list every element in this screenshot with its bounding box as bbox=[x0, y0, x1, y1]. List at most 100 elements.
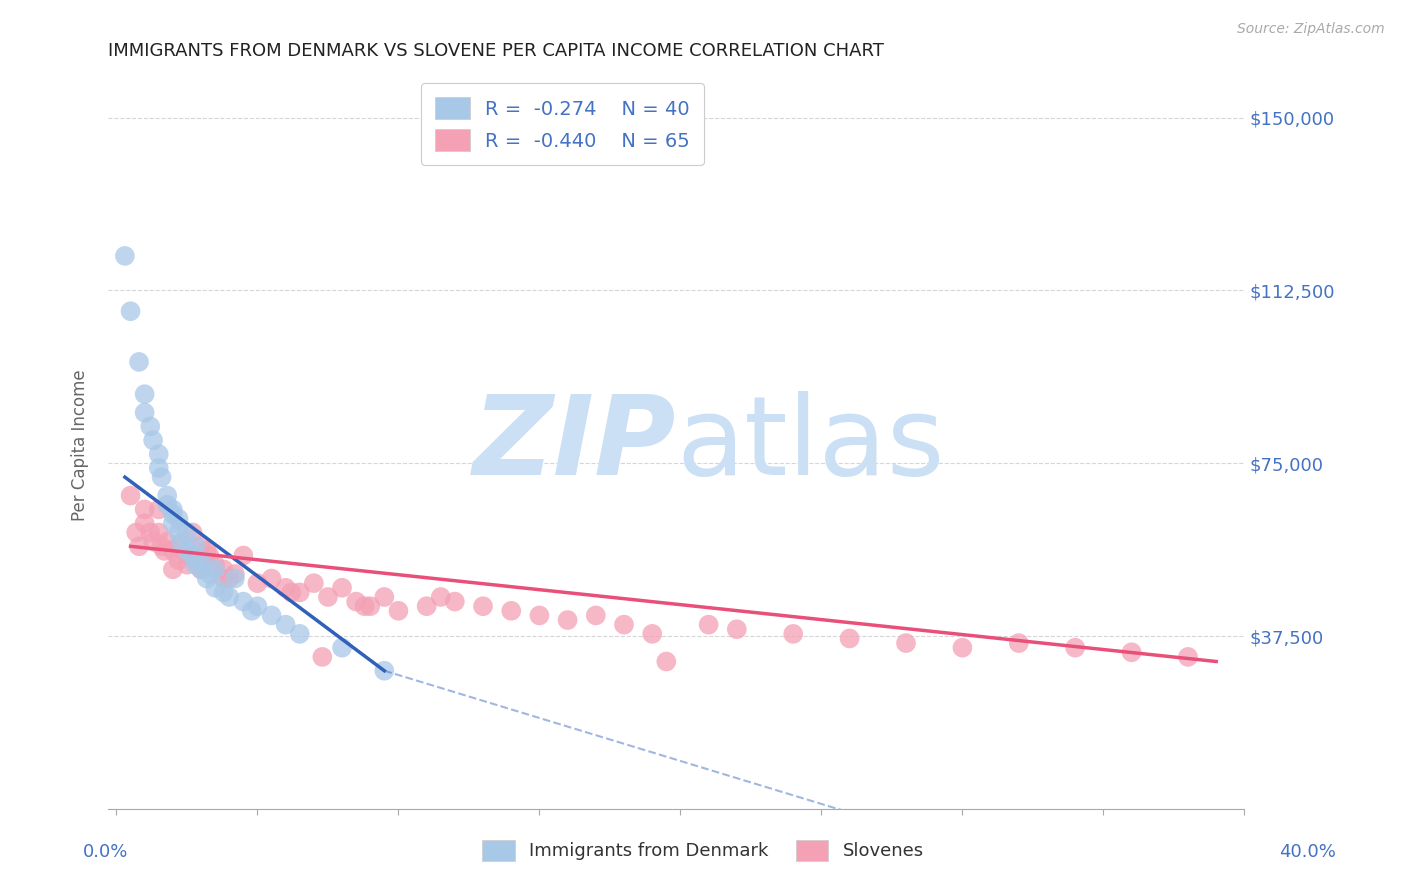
Point bbox=[232, 549, 254, 563]
Point bbox=[139, 419, 162, 434]
Legend: Immigrants from Denmark, Slovenes: Immigrants from Denmark, Slovenes bbox=[474, 830, 932, 870]
Point bbox=[190, 553, 212, 567]
Point bbox=[162, 544, 184, 558]
Point bbox=[443, 594, 465, 608]
Text: atlas: atlas bbox=[676, 392, 945, 499]
Point bbox=[212, 562, 235, 576]
Point bbox=[204, 581, 226, 595]
Point bbox=[120, 489, 142, 503]
Text: ZIP: ZIP bbox=[472, 392, 676, 499]
Point bbox=[167, 525, 190, 540]
Point bbox=[613, 617, 636, 632]
Point bbox=[195, 544, 218, 558]
Point bbox=[212, 572, 235, 586]
Point bbox=[190, 562, 212, 576]
Point bbox=[330, 581, 353, 595]
Point bbox=[125, 525, 148, 540]
Legend: R =  -0.274    N = 40, R =  -0.440    N = 65: R = -0.274 N = 40, R = -0.440 N = 65 bbox=[422, 83, 704, 165]
Point bbox=[344, 594, 367, 608]
Point bbox=[162, 562, 184, 576]
Point bbox=[501, 604, 523, 618]
Point bbox=[429, 590, 451, 604]
Text: 40.0%: 40.0% bbox=[1279, 843, 1336, 861]
Point bbox=[641, 627, 664, 641]
Point bbox=[142, 434, 165, 448]
Point bbox=[176, 544, 198, 558]
Point bbox=[557, 613, 579, 627]
Point bbox=[529, 608, 551, 623]
Point bbox=[184, 558, 207, 572]
Point bbox=[181, 525, 204, 540]
Point bbox=[1064, 640, 1087, 655]
Point bbox=[212, 585, 235, 599]
Point bbox=[198, 549, 221, 563]
Point bbox=[472, 599, 495, 614]
Point bbox=[150, 539, 173, 553]
Point bbox=[128, 539, 150, 553]
Point bbox=[134, 406, 156, 420]
Point bbox=[204, 558, 226, 572]
Point bbox=[224, 566, 246, 581]
Point bbox=[190, 539, 212, 553]
Point bbox=[181, 549, 204, 563]
Y-axis label: Per Capita Income: Per Capita Income bbox=[72, 369, 89, 521]
Point bbox=[148, 525, 170, 540]
Point bbox=[134, 516, 156, 531]
Point bbox=[128, 355, 150, 369]
Point bbox=[655, 655, 678, 669]
Point bbox=[153, 544, 176, 558]
Point bbox=[373, 590, 395, 604]
Point bbox=[280, 585, 302, 599]
Point bbox=[156, 534, 179, 549]
Point bbox=[585, 608, 607, 623]
Point bbox=[224, 572, 246, 586]
Point bbox=[288, 627, 311, 641]
Point bbox=[274, 581, 297, 595]
Point bbox=[114, 249, 136, 263]
Point bbox=[260, 572, 283, 586]
Point bbox=[288, 585, 311, 599]
Point bbox=[162, 516, 184, 531]
Point bbox=[204, 562, 226, 576]
Point bbox=[167, 553, 190, 567]
Point bbox=[176, 558, 198, 572]
Point bbox=[952, 640, 974, 655]
Point bbox=[373, 664, 395, 678]
Point bbox=[120, 304, 142, 318]
Point bbox=[246, 599, 269, 614]
Point bbox=[316, 590, 339, 604]
Point bbox=[1177, 649, 1199, 664]
Point bbox=[240, 604, 263, 618]
Text: IMMIGRANTS FROM DENMARK VS SLOVENE PER CAPITA INCOME CORRELATION CHART: IMMIGRANTS FROM DENMARK VS SLOVENE PER C… bbox=[108, 42, 884, 60]
Point bbox=[176, 549, 198, 563]
Text: 0.0%: 0.0% bbox=[83, 843, 128, 861]
Point bbox=[782, 627, 804, 641]
Text: Source: ZipAtlas.com: Source: ZipAtlas.com bbox=[1237, 22, 1385, 37]
Point bbox=[311, 649, 333, 664]
Point bbox=[260, 608, 283, 623]
Point bbox=[167, 539, 190, 553]
Point bbox=[190, 562, 212, 576]
Point bbox=[170, 534, 193, 549]
Point bbox=[156, 498, 179, 512]
Point bbox=[134, 387, 156, 401]
Point bbox=[139, 525, 162, 540]
Point bbox=[1008, 636, 1031, 650]
Point bbox=[184, 553, 207, 567]
Point bbox=[232, 594, 254, 608]
Point bbox=[142, 534, 165, 549]
Point bbox=[697, 617, 720, 632]
Point bbox=[387, 604, 409, 618]
Point bbox=[162, 502, 184, 516]
Point bbox=[218, 590, 240, 604]
Point bbox=[148, 502, 170, 516]
Point bbox=[302, 576, 325, 591]
Point bbox=[274, 617, 297, 632]
Point bbox=[167, 511, 190, 525]
Point bbox=[725, 622, 748, 636]
Point bbox=[198, 566, 221, 581]
Point bbox=[150, 470, 173, 484]
Point bbox=[353, 599, 375, 614]
Point bbox=[156, 489, 179, 503]
Point bbox=[415, 599, 437, 614]
